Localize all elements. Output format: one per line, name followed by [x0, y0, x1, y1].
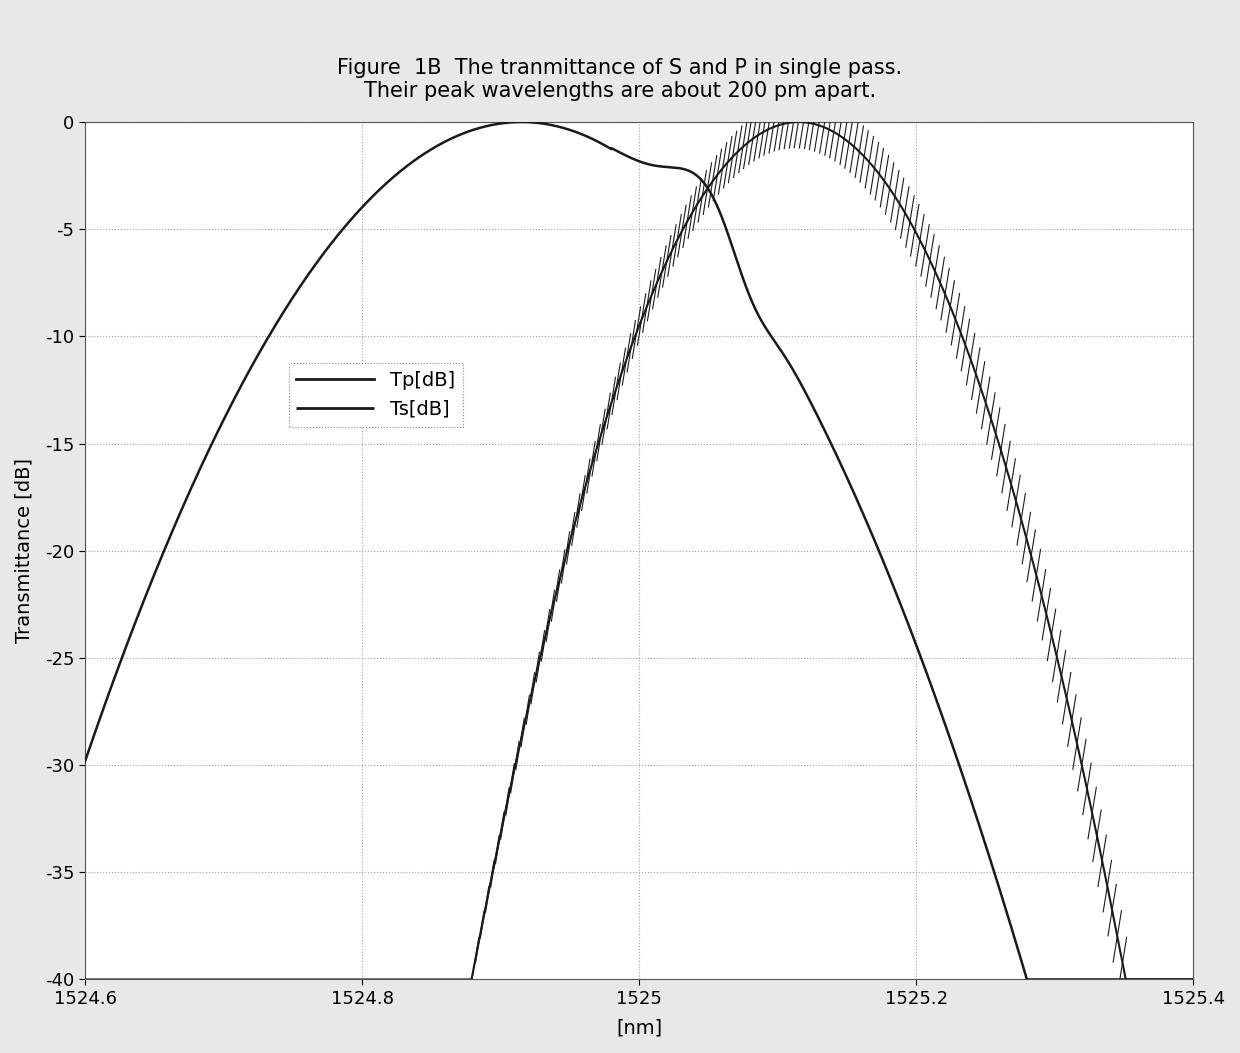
Y-axis label: Transmittance [dB]: Transmittance [dB]	[15, 458, 33, 643]
Text: Figure  1B  The tranmittance of S and P in single pass.
Their peak wavelengths a: Figure 1B The tranmittance of S and P in…	[337, 58, 903, 101]
X-axis label: [nm]: [nm]	[616, 1019, 662, 1038]
Legend: Tp[dB], Ts[dB]: Tp[dB], Ts[dB]	[289, 363, 463, 426]
